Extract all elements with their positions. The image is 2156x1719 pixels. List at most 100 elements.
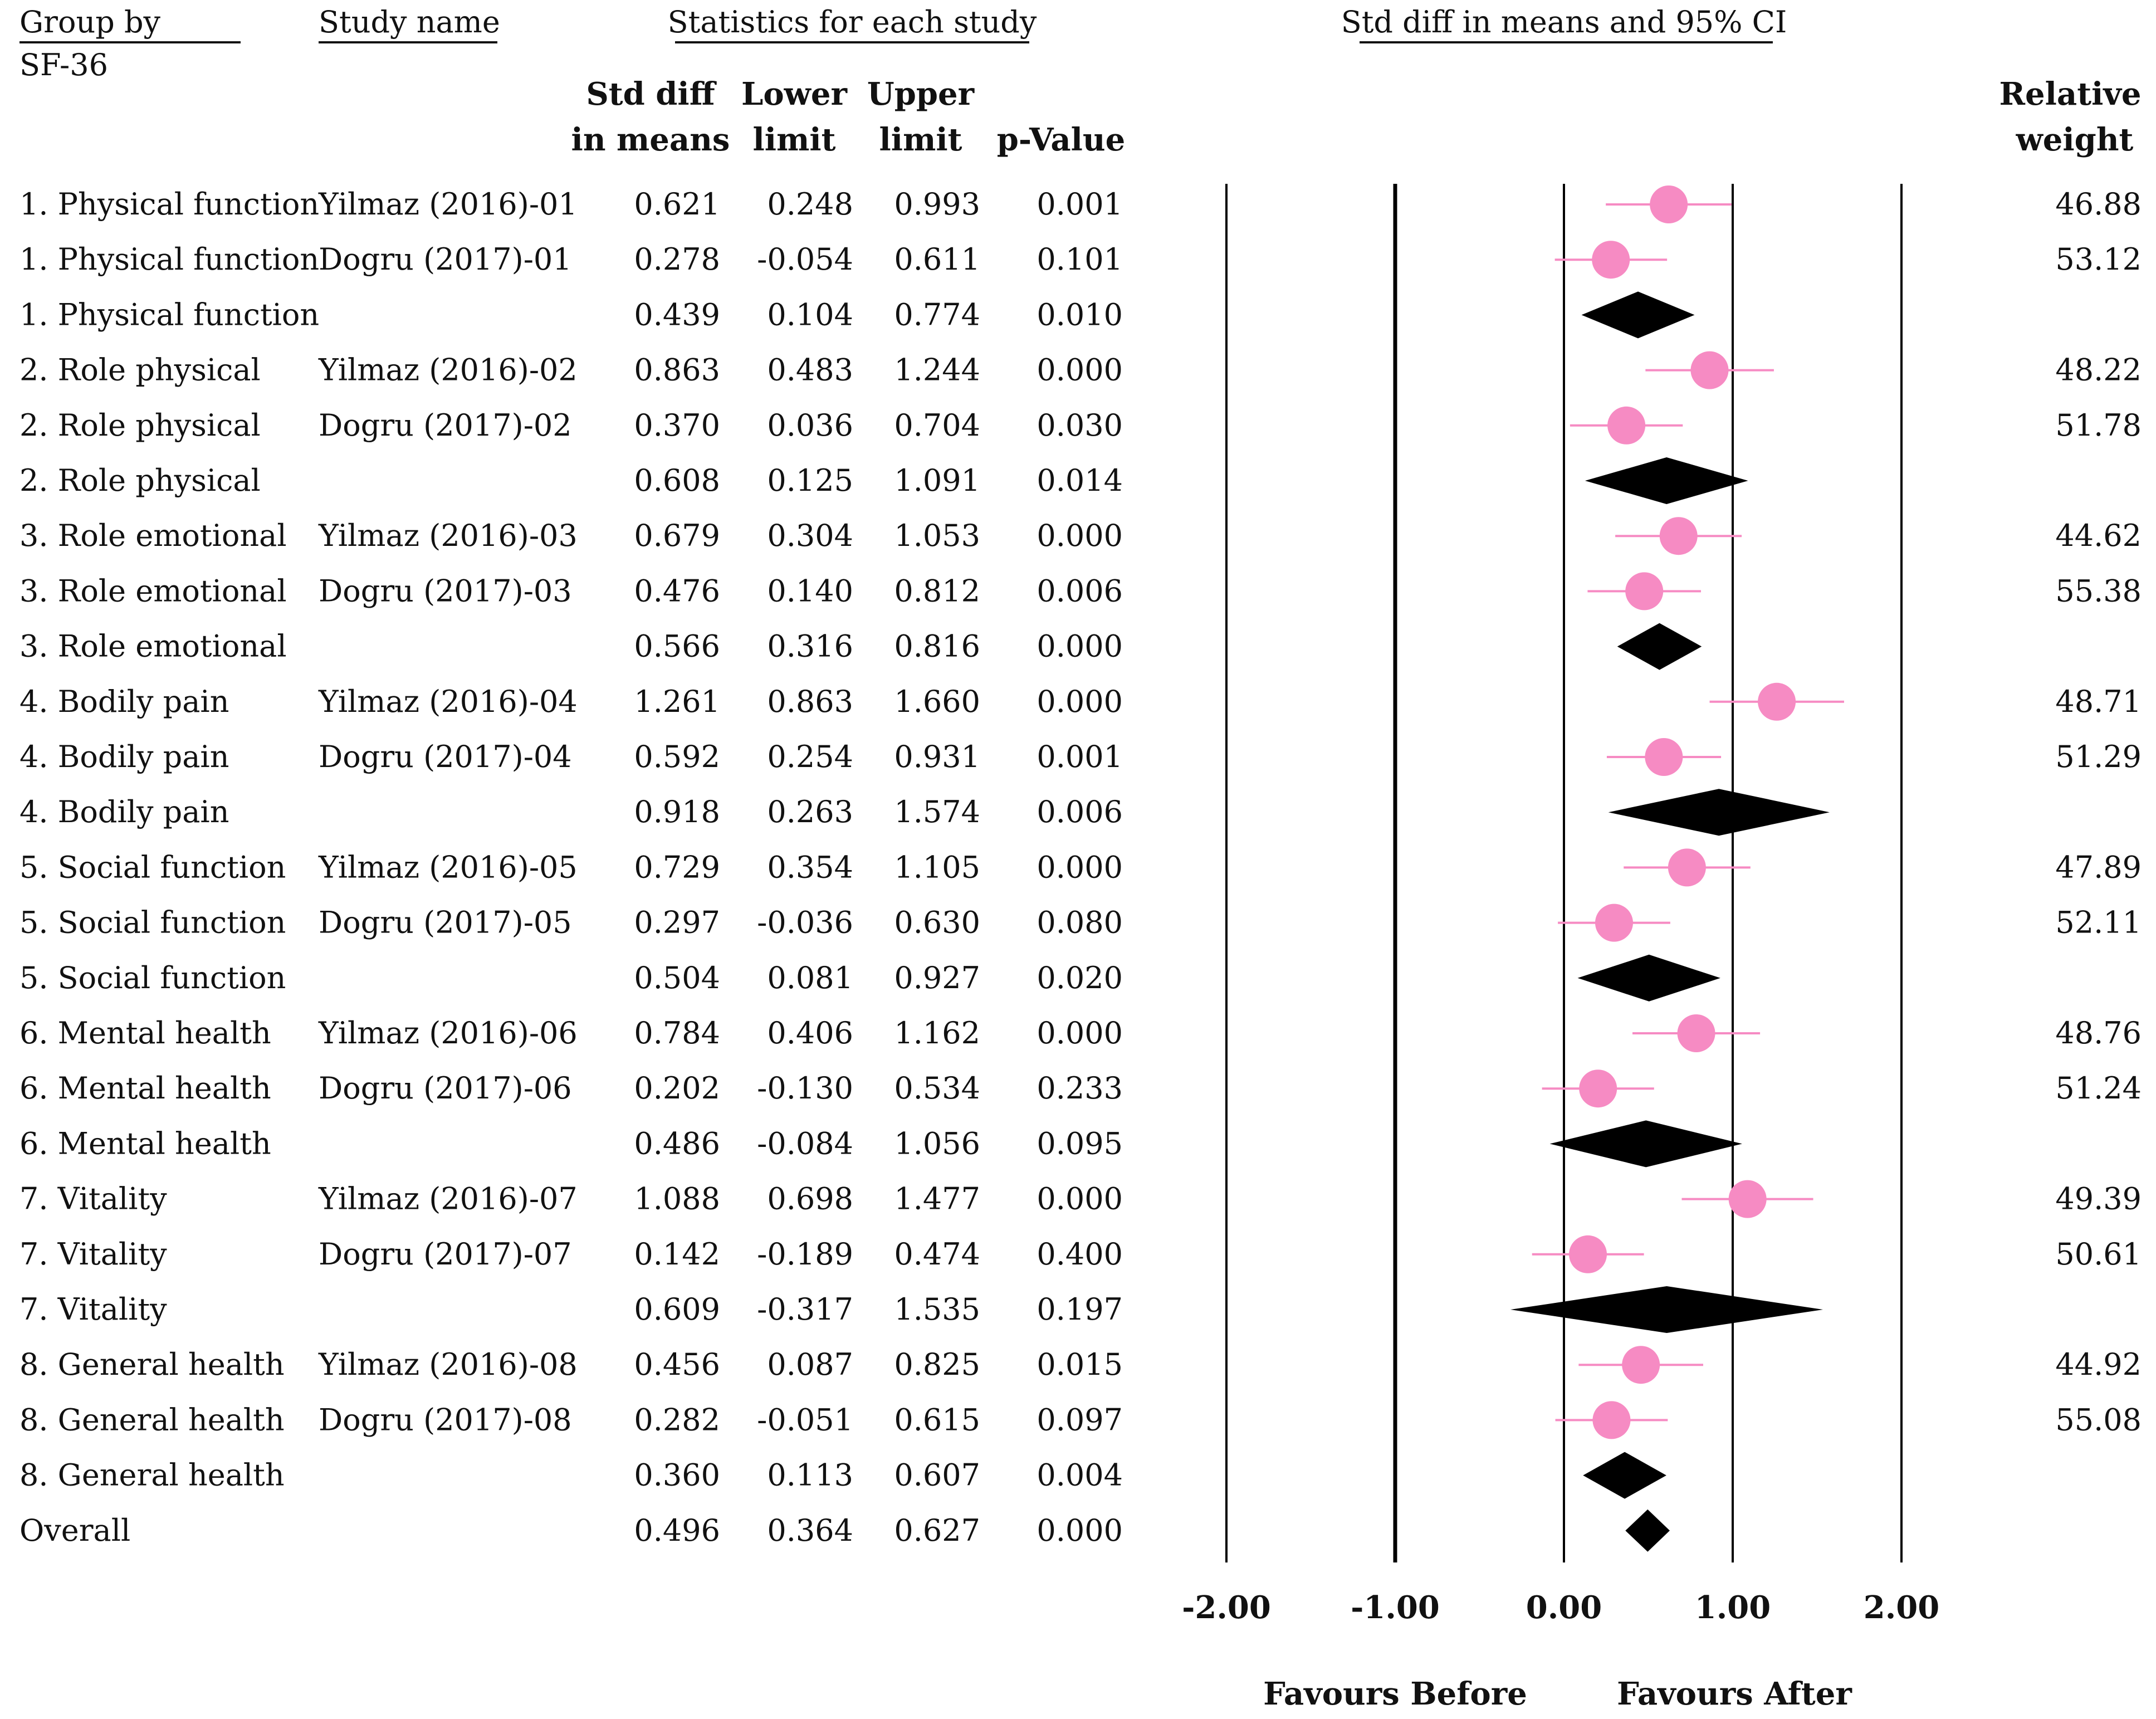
table-row: 6. Mental health Yilmaz (2016)-06 0.784 0.4…: [19, 1015, 2142, 1051]
axis-tick-label: 2.00: [1864, 1589, 1939, 1626]
p-value-cell: 0.006: [1037, 794, 1123, 829]
lower-limit-cell: -0.084: [757, 1126, 853, 1161]
lower-limit-cell: 0.263: [767, 794, 853, 829]
std-diff-cell: 0.621: [634, 187, 720, 222]
group-cell: 8. General health: [19, 1458, 285, 1493]
study-name-cell: Dogru (2017)-05: [319, 905, 572, 940]
table-row: 8. General health 0.360 0.113 0.607 0.004: [19, 1458, 1123, 1493]
table-row: 3. Role emotional Yilmaz (2016)-03 0.679 0.…: [19, 518, 2142, 553]
lower-limit-cell: -0.051: [757, 1402, 853, 1437]
group-cell: 7. Vitality: [19, 1181, 167, 1217]
std-diff-cell: 0.729: [634, 849, 720, 885]
relative-weight-cell: 55.38: [2055, 573, 2142, 608]
std-diff-cell: 0.918: [634, 794, 720, 829]
table-row: 2. Role physical Yilmaz (2016)-02 0.863 0.4…: [19, 353, 2142, 388]
upper-limit-cell: 0.704: [894, 408, 980, 443]
std-diff-cell: 0.278: [634, 242, 720, 277]
favours-before-label: Favours Before: [1263, 1676, 1527, 1712]
summary-diamond: [1549, 1120, 1742, 1168]
upper-limit-cell: 0.825: [894, 1347, 980, 1382]
p-value-cell: 0.095: [1037, 1126, 1123, 1161]
group-cell: 2. Role physical: [19, 463, 261, 498]
lower-limit-cell: 0.248: [767, 187, 853, 222]
study-name-cell: Dogru (2017)-08: [319, 1402, 572, 1437]
upper-limit-cell: 0.607: [894, 1458, 980, 1493]
p-value-cell: 0.233: [1037, 1071, 1123, 1106]
relative-weight-cell: 50.61: [2055, 1237, 2142, 1272]
std-diff-cell: 0.679: [634, 518, 720, 553]
lower-limit-cell: -0.130: [757, 1071, 853, 1106]
lower-limit-cell: 0.081: [767, 960, 853, 995]
lower-limit-cell: 0.140: [767, 573, 853, 608]
p-value-cell: 0.000: [1037, 353, 1123, 388]
lower-limit-cell: 0.087: [767, 1347, 853, 1382]
axis-tick-label: 1.00: [1695, 1589, 1771, 1626]
upper-limit-cell: 1.056: [894, 1126, 980, 1161]
upper-limit-cell: 0.816: [894, 629, 980, 664]
lower-limit-cell: 0.104: [767, 297, 853, 332]
summary-diamond: [1608, 789, 1830, 836]
upper-limit-cell: 0.927: [894, 960, 980, 995]
lower-limit-cell: 0.354: [767, 849, 853, 885]
col-lower-line2: limit: [753, 121, 836, 158]
std-diff-cell: 0.486: [634, 1126, 720, 1161]
col-upper-line1: Upper: [867, 76, 975, 113]
relative-weight-cell: 44.92: [2055, 1347, 2142, 1382]
col-std-diff-line2: in means: [571, 121, 730, 158]
relative-weight-cell: 53.12: [2055, 242, 2142, 277]
lower-limit-cell: 0.698: [767, 1181, 853, 1217]
std-diff-cell: 0.592: [634, 739, 720, 774]
upper-limit-cell: 1.244: [894, 353, 980, 388]
upper-limit-cell: 0.812: [894, 573, 980, 608]
effect-marker: [1569, 1235, 1607, 1273]
axis-tick-label: -1.00: [1351, 1589, 1440, 1626]
study-name-cell: Dogru (2017)-01: [319, 242, 572, 277]
std-diff-cell: 0.566: [634, 629, 720, 664]
group-cell: 4. Bodily pain: [19, 739, 229, 774]
p-value-cell: 0.014: [1037, 463, 1123, 498]
group-cell: 1. Physical function: [19, 242, 319, 277]
table-row: 3. Role emotional Dogru (2017)-03 0.476 0.1…: [19, 573, 2142, 608]
table-row: 4. Bodily pain Dogru (2017)-04 0.592 0.254 0…: [19, 739, 2142, 774]
lower-limit-cell: 0.406: [767, 1015, 853, 1051]
relative-weight-cell: 55.08: [2055, 1402, 2142, 1437]
footer: Favours Before Favours After: [1263, 1676, 1852, 1712]
upper-limit-cell: 1.660: [894, 684, 980, 719]
lower-limit-cell: 0.254: [767, 739, 853, 774]
table-row: 7. Vitality Dogru (2017)-07 0.142 -0.189 0.4…: [19, 1237, 2142, 1272]
group-cell: 1. Physical function: [19, 187, 319, 222]
lower-limit-cell: 0.304: [767, 518, 853, 553]
summary-diamond: [1581, 291, 1695, 339]
table-row: 6. Mental health Dogru (2017)-06 0.202 -0.1…: [19, 1071, 2142, 1106]
plot-axis: -2.00 -1.00 0.00 1.00 2.00: [1182, 184, 1939, 1626]
effect-marker: [1645, 738, 1683, 776]
upper-limit-cell: 1.162: [894, 1015, 980, 1051]
upper-limit-cell: 0.611: [894, 242, 980, 277]
p-value-cell: 0.001: [1037, 739, 1123, 774]
study-name-cell: Yilmaz (2016)-02: [318, 353, 578, 388]
group-cell: 6. Mental health: [19, 1126, 271, 1161]
std-diff-cell: 0.476: [634, 573, 720, 608]
relative-weight-cell: 51.24: [2055, 1071, 2142, 1106]
relative-weight-cell: 47.89: [2055, 849, 2142, 885]
std-diff-cell: 0.202: [634, 1071, 720, 1106]
p-value-cell: 0.001: [1037, 187, 1123, 222]
effect-marker: [1579, 1070, 1617, 1108]
p-value-cell: 0.000: [1037, 518, 1123, 553]
lower-limit-cell: -0.036: [757, 905, 853, 940]
effect-marker: [1595, 904, 1633, 942]
std-diff-cell: 1.088: [634, 1181, 720, 1217]
lower-limit-cell: -0.054: [757, 242, 853, 277]
col-p-value: p-Value: [997, 121, 1126, 158]
group-cell: 1. Physical function: [19, 297, 319, 332]
std-diff-cell: 1.261: [634, 684, 720, 719]
group-cell: 5. Social function: [19, 905, 286, 940]
upper-limit-cell: 0.627: [894, 1513, 980, 1548]
effect-marker: [1607, 406, 1646, 445]
stats-heading: Statistics for each study: [668, 4, 1037, 40]
table-row: 8. General health Dogru (2017)-08 0.282 -0.…: [19, 1402, 2142, 1437]
std-diff-cell: 0.504: [634, 960, 720, 995]
